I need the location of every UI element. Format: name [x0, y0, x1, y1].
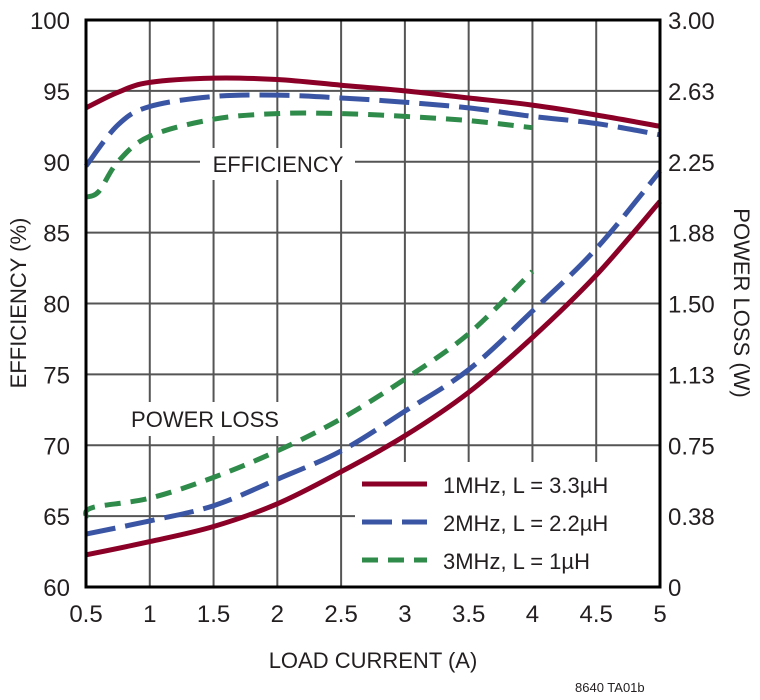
legend-label: 3MHz, L = 1µH: [443, 549, 590, 574]
figure-code: 8640 TA01b: [575, 680, 645, 695]
data-curves: [83, 75, 662, 558]
y-tick-label: 70: [43, 433, 70, 460]
y-axis-ticks-right: 0 0.38 0.75 1.13 1.50 1.88 2.25 2.63 3.00: [668, 8, 715, 602]
y-tick-label: 95: [43, 79, 70, 106]
y-tick-label: 100: [30, 8, 70, 35]
y2-tick-label: 0: [668, 575, 681, 602]
power-loss-annotation: POWER LOSS: [131, 407, 279, 432]
y-tick-label: 85: [43, 221, 70, 248]
curve-efficiency-2mhz: [84, 92, 661, 168]
x-tick-label: 3.5: [452, 601, 485, 628]
x-tick-label: 5: [653, 601, 666, 628]
y-tick-label: 60: [43, 575, 70, 602]
annotation-knockout: [115, 402, 295, 436]
plot-frame: [84, 18, 662, 589]
x-tick-label: 3: [398, 601, 411, 628]
y-axis-label-right: POWER LOSS (W): [729, 208, 754, 397]
x-tick-label: 1: [143, 601, 156, 628]
y2-tick-label: 1.50: [668, 292, 715, 319]
y2-tick-label: 2.25: [668, 150, 715, 177]
legend-label: 1MHz, L = 3.3µH: [443, 473, 608, 498]
x-tick-label: 0.5: [69, 601, 102, 628]
x-tick-label: 2.5: [324, 601, 357, 628]
curve-efficiency-1mhz: [84, 75, 661, 129]
y-axis-label-left: EFFICIENCY (%): [6, 218, 31, 389]
y-axis-ticks-left: 60 65 70 75 80 85 90 95 100: [30, 8, 70, 602]
annotations: EFFICIENCY POWER LOSS: [115, 148, 355, 436]
y2-tick-label: 0.75: [668, 433, 715, 460]
annotation-knockout: [200, 148, 355, 180]
y-tick-label: 80: [43, 292, 70, 319]
y-tick-label: 75: [43, 362, 70, 389]
grid-lines: [86, 20, 660, 587]
x-tick-label: 1.5: [197, 601, 230, 628]
curve-power_loss-3mhz: [83, 269, 535, 519]
x-tick-label: 4: [526, 601, 539, 628]
x-tick-label: 2: [271, 601, 284, 628]
y-tick-label: 65: [43, 504, 70, 531]
efficiency-annotation: EFFICIENCY: [213, 152, 344, 177]
curve-efficiency-3mhz: [84, 110, 533, 200]
legend-label: 2MHz, L = 2.2µH: [443, 511, 608, 536]
x-tick-label: 4.5: [580, 601, 613, 628]
y2-tick-label: 2.63: [668, 79, 715, 106]
x-axis-ticks: 0.5 1 1.5 2 2.5 3 3.5 4 4.5 5: [69, 601, 666, 628]
x-axis-label: LOAD CURRENT (A): [269, 648, 478, 673]
y2-tick-label: 0.38: [668, 504, 715, 531]
y-tick-label: 90: [43, 150, 70, 177]
y2-tick-label: 1.88: [668, 221, 715, 248]
legend: 1MHz, L = 3.3µH 2MHz, L = 2.2µH 3MHz, L = …: [362, 473, 608, 574]
y2-tick-label: 1.13: [668, 362, 715, 389]
curve-power_loss-1mhz: [85, 199, 662, 558]
y2-tick-label: 3.00: [668, 8, 715, 35]
curve-power_loss-2mhz: [85, 169, 662, 537]
